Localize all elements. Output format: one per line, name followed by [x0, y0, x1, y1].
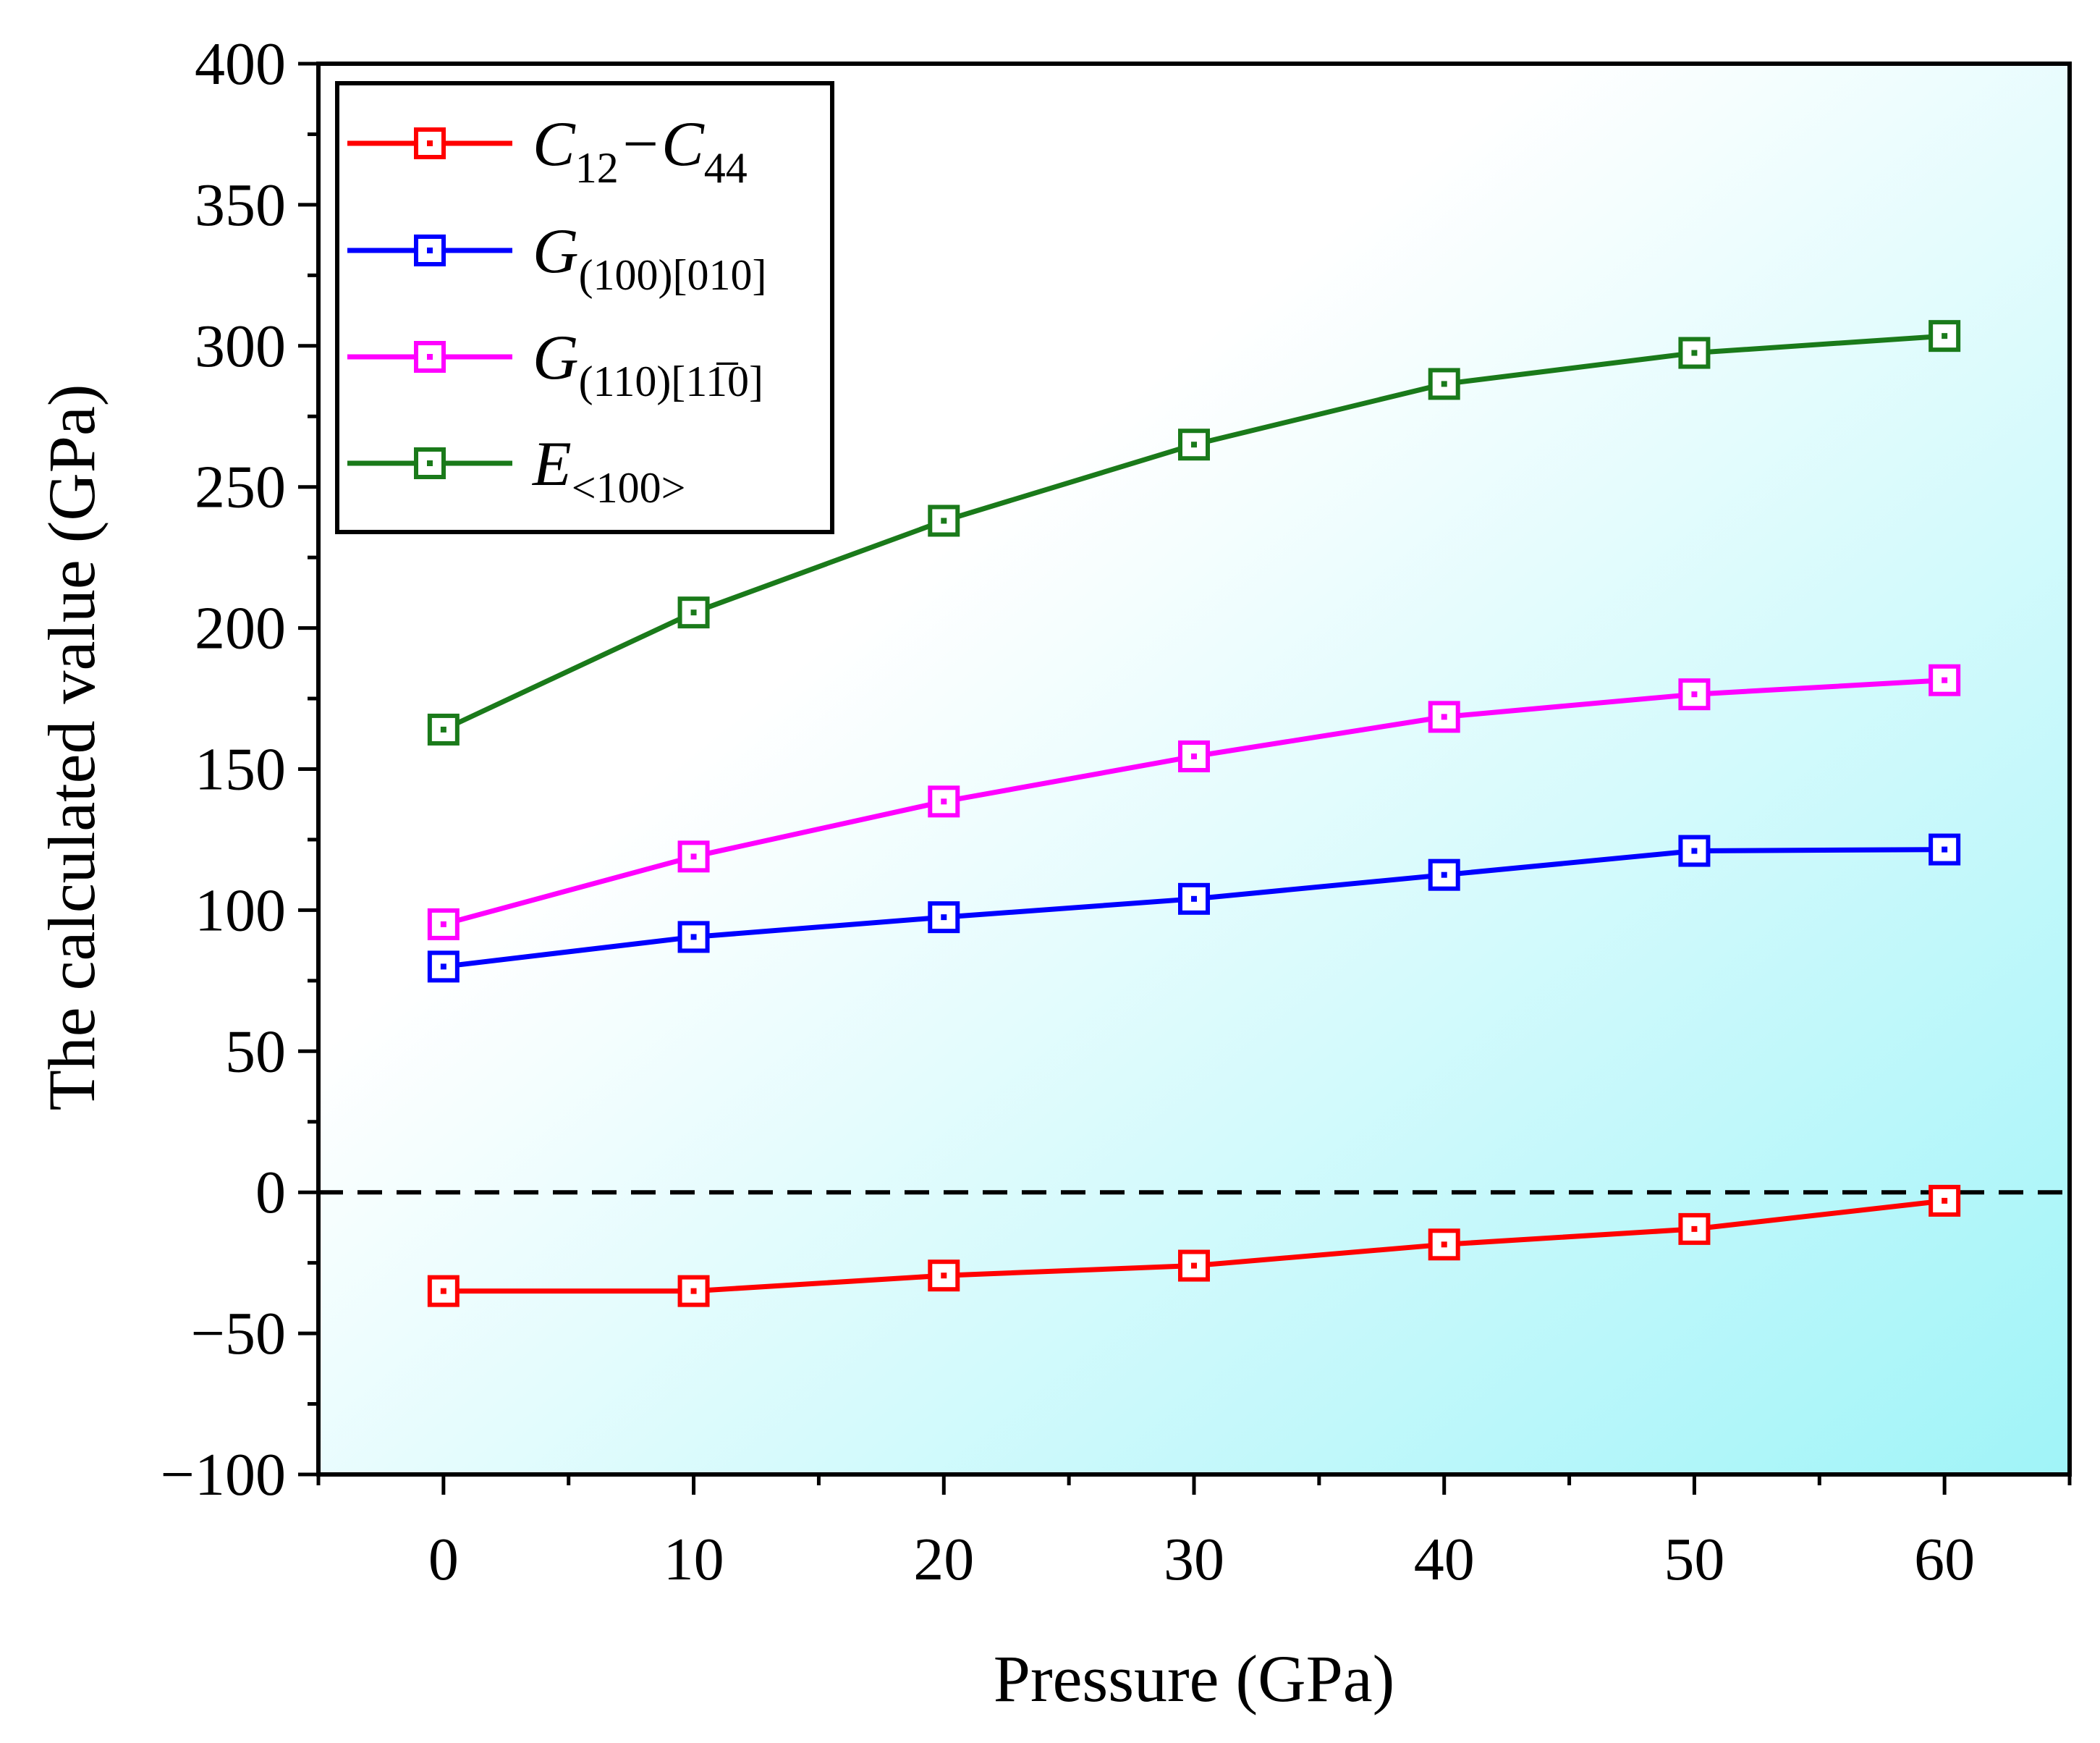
data-point-center — [1691, 848, 1698, 854]
legend-marker — [414, 341, 446, 373]
y-tick-label: 100 — [195, 877, 286, 944]
series-1 — [427, 833, 1961, 983]
data-point-center — [1191, 895, 1197, 902]
data-point-center — [1191, 1262, 1197, 1269]
y-tick-label: 250 — [195, 454, 286, 521]
series-layer — [427, 320, 1961, 1307]
data-point — [1678, 678, 1711, 711]
data-point-center — [690, 934, 697, 940]
x-tick-label: 50 — [1664, 1526, 1724, 1593]
legend-marker — [414, 235, 446, 266]
legend-label: E<100> — [531, 429, 685, 512]
legend-label: G(100)[010] — [533, 216, 766, 299]
data-point-center — [1942, 846, 1948, 853]
legend-marker-center — [427, 140, 433, 146]
data-point-center — [941, 914, 947, 921]
x-axis-title: Pressure (GPa) — [994, 1642, 1394, 1715]
data-point-center — [1691, 1225, 1698, 1232]
y-tick-label: −100 — [161, 1441, 286, 1508]
data-point — [1178, 740, 1210, 772]
x-tick-label: 20 — [913, 1526, 974, 1593]
data-point — [1928, 664, 1961, 696]
data-point-center — [1691, 691, 1698, 698]
legend-marker-center — [427, 460, 433, 466]
data-point-center — [440, 921, 446, 927]
legend-items: C12−C44 G(100)[010] G(110)[11̅0] E<100> — [347, 109, 766, 512]
data-point-center — [440, 963, 446, 970]
data-point-center — [690, 609, 697, 616]
data-point-center — [440, 726, 446, 733]
data-point — [1928, 320, 1961, 353]
data-point-center — [1441, 714, 1447, 720]
data-point-center — [1942, 1197, 1948, 1204]
data-point — [1428, 368, 1460, 400]
series-0 — [427, 1184, 1961, 1307]
y-tick-label: 350 — [195, 172, 286, 239]
x-tick-label: 30 — [1164, 1526, 1224, 1593]
data-point-center — [941, 798, 947, 805]
data-point-center — [1942, 677, 1948, 683]
data-point — [1678, 1212, 1711, 1245]
legend-label: C12−C44 — [533, 109, 748, 192]
series-2 — [427, 664, 1961, 940]
y-tick-label: −50 — [191, 1300, 286, 1367]
data-point-center — [941, 1273, 947, 1279]
data-point-center — [690, 853, 697, 860]
data-point-center — [1191, 753, 1197, 759]
data-point-center — [1441, 872, 1447, 878]
legend: C12−C44 G(100)[010] G(110)[11̅0] E<100> — [335, 81, 834, 534]
data-point-center — [1691, 350, 1698, 356]
y-tick-label: 50 — [225, 1018, 286, 1085]
axis-ticks: 0 10 20 30 40 50 60 −100 −50 0 50 100 150 200 250 300 35… — [161, 30, 2072, 1593]
data-point-center — [1942, 333, 1948, 339]
y-tick-label: 0 — [255, 1159, 286, 1226]
data-point-center — [1441, 381, 1447, 387]
legend-item: C12−C44 — [347, 109, 748, 192]
legend-marker-center — [427, 248, 433, 253]
x-tick-label: 0 — [428, 1526, 459, 1593]
legend-item: E<100> — [347, 429, 685, 512]
data-point-center — [1191, 442, 1197, 448]
legend-label: G(110)[11̅0] — [533, 323, 763, 405]
legend-item: G(110)[11̅0] — [347, 323, 763, 405]
data-point-center — [1441, 1241, 1447, 1248]
x-tick-label: 10 — [664, 1526, 724, 1593]
data-point-center — [941, 518, 947, 524]
x-tick-label: 40 — [1414, 1526, 1475, 1593]
y-tick-label: 200 — [195, 595, 286, 662]
y-tick-label: 150 — [195, 736, 286, 803]
legend-item: G(100)[010] — [347, 216, 766, 299]
data-point-center — [690, 1288, 697, 1294]
series-3 — [427, 320, 1961, 746]
x-tick-label: 60 — [1914, 1526, 1975, 1593]
data-point — [928, 505, 960, 537]
y-axis-title: The calculated value (GPa) — [35, 384, 109, 1111]
data-point — [1428, 701, 1460, 733]
legend-marker-center — [427, 354, 433, 360]
data-point-center — [440, 1288, 446, 1294]
y-tick-label: 300 — [195, 313, 286, 380]
y-tick-label: 400 — [195, 30, 286, 98]
